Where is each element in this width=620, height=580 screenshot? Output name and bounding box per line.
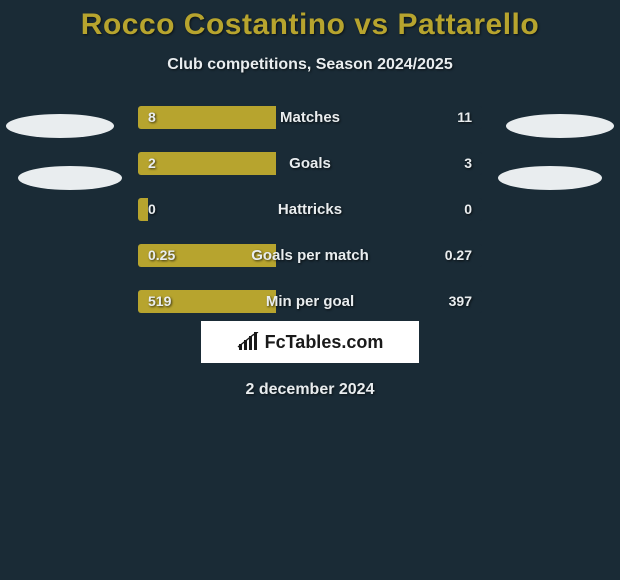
bar-right-fill	[276, 152, 482, 175]
bar-left-fill	[138, 244, 276, 267]
bar-right-fill	[148, 198, 482, 221]
bar-left-fill	[138, 106, 276, 129]
bar-row: 0.250.27Goals per match	[138, 244, 482, 267]
bar-row: 00Hattricks	[138, 198, 482, 221]
subtitle: Club competitions, Season 2024/2025	[0, 56, 620, 74]
bar-chart-icon	[237, 332, 261, 352]
bar-row: 23Goals	[138, 152, 482, 175]
bar-row: 811Matches	[138, 106, 482, 129]
bar-right-fill	[276, 290, 482, 313]
brand-text: FcTables.com	[265, 332, 384, 353]
bar-left-fill	[138, 290, 276, 313]
bar-right-fill	[276, 106, 482, 129]
bar-row: 519397Min per goal	[138, 290, 482, 313]
date-text: 2 december 2024	[0, 381, 620, 399]
comparison-bars: 811Matches 23Goals 00Hattricks 0.250.27Goal…	[138, 106, 482, 313]
bar-left-fill	[138, 152, 276, 175]
oval-right	[506, 114, 614, 138]
chart-stage: 811Matches 23Goals 00Hattricks 0.250.27Goal…	[0, 106, 620, 313]
page-title: Rocco Costantino vs Pattarello	[0, 0, 620, 42]
oval-left	[18, 166, 122, 190]
bar-right-fill	[276, 244, 482, 267]
bar-left-fill	[138, 198, 148, 221]
brand-box: FcTables.com	[201, 321, 419, 363]
comparison-infographic: Rocco Costantino vs Pattarello Club comp…	[0, 0, 620, 580]
oval-right	[498, 166, 602, 190]
oval-left	[6, 114, 114, 138]
